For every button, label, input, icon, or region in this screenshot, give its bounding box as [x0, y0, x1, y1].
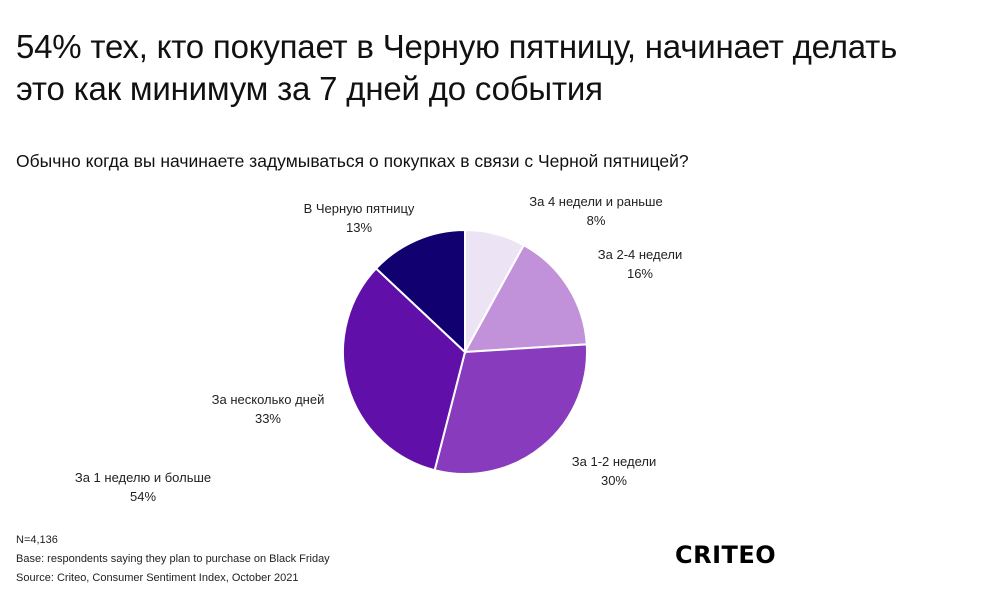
sample-size: N=4,136	[16, 534, 58, 546]
base-note: Base: respondents saying they plan to pu…	[16, 553, 330, 565]
slice-label-pct: 33%	[254, 411, 282, 426]
pie-slice-few-days	[342, 267, 467, 472]
slice-label-text: За 2-4 недели	[597, 247, 683, 262]
summary-annotation-pct: 54%	[129, 489, 157, 504]
chart-question: Обычно когда вы начинаете задумываться о…	[16, 151, 689, 171]
summary-annotation: За 1 неделю и больше 54%	[75, 468, 211, 506]
slice-label-1-2-weeks: За 1-2 недели 30%	[572, 452, 656, 490]
title-line-2: это как минимум за 7 дней до события	[16, 70, 603, 107]
slice-label-few-days: За несколько дней 33%	[212, 390, 325, 428]
slice-label-text: За 1-2 недели	[571, 454, 657, 469]
slice-label-pct: 13%	[345, 220, 373, 235]
pie-slice-black-friday	[374, 228, 466, 355]
footer-notes: N=4,136 Base: respondents saying they pl…	[16, 531, 330, 588]
slice-label-pct: 8%	[586, 213, 606, 228]
slice-label-text: В Черную пятницу	[303, 201, 415, 216]
slice-label-text: За несколько дней	[211, 392, 325, 407]
title-line-1: 54% тех, кто покупает в Черную пятницу, …	[16, 28, 898, 65]
criteo-logo: CRITEO	[675, 541, 777, 569]
source-note: Source: Criteo, Consumer Sentiment Index…	[16, 572, 299, 584]
slice-label-pct: 16%	[626, 266, 654, 281]
chart-title: 54% тех, кто покупает в Черную пятницу, …	[16, 26, 976, 110]
slice-label-black-friday: В Черную пятницу 13%	[304, 199, 415, 237]
pie-slice-1-2-weeks	[433, 343, 588, 475]
slice-label-text: За 4 недели и раньше	[529, 194, 663, 209]
slice-label-pct: 30%	[600, 473, 628, 488]
pie-slice-2-4-weeks	[463, 243, 588, 354]
slice-label-2-4-weeks: За 2-4 недели 16%	[598, 245, 682, 283]
summary-annotation-text: За 1 неделю и больше	[74, 470, 212, 485]
slice-label-4-weeks-plus: За 4 недели и раньше 8%	[529, 192, 662, 230]
